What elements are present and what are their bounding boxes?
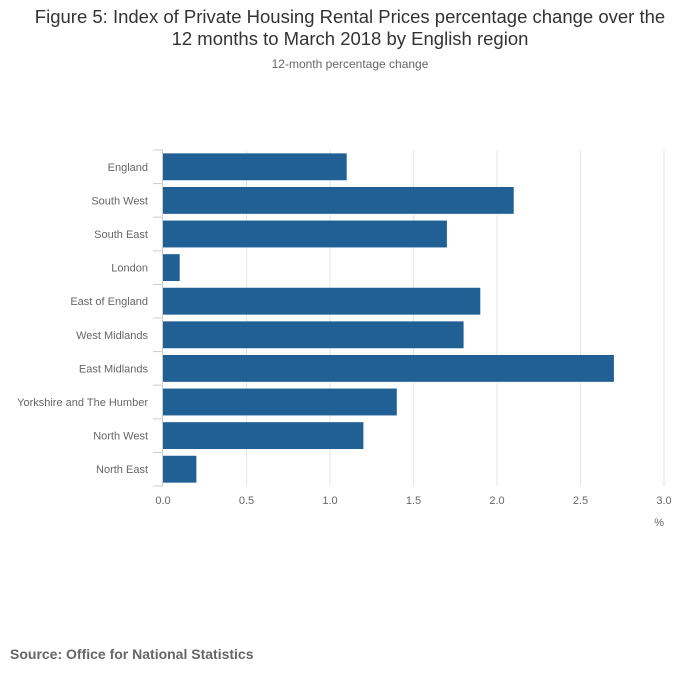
bar-west-midlands[interactable] xyxy=(163,321,464,349)
category-label: North East xyxy=(96,464,148,476)
bar-north-east[interactable] xyxy=(163,455,197,483)
category-label: England xyxy=(108,162,148,174)
category-label: North West xyxy=(93,431,148,443)
bar-england[interactable] xyxy=(163,153,347,181)
x-tick-label: 1.5 xyxy=(406,495,421,507)
category-label: London xyxy=(111,263,148,275)
x-tick-label: 2.0 xyxy=(489,495,504,507)
bar-south-east[interactable] xyxy=(163,220,447,248)
category-label: West Midlands xyxy=(76,330,148,342)
category-labels: England South West South East London East of… xyxy=(17,162,148,476)
y-axis xyxy=(153,149,163,487)
category-label: South East xyxy=(94,229,148,241)
bar-east-midlands[interactable] xyxy=(163,354,614,382)
x-tick-label: 2.5 xyxy=(573,495,588,507)
bar-east-of-england[interactable] xyxy=(163,287,481,315)
bar-london[interactable] xyxy=(163,254,180,282)
bar-north-west[interactable] xyxy=(163,422,364,450)
x-tick-label: 1.0 xyxy=(322,495,337,507)
category-label: South West xyxy=(91,195,148,207)
source-note: Source: Office for National Statistics xyxy=(10,646,254,662)
x-tick-label: 0.0 xyxy=(155,495,170,507)
x-axis-unit-label: % xyxy=(654,517,664,529)
chart-title-line-1: Figure 5: Index of Private Housing Renta… xyxy=(34,6,666,27)
bars xyxy=(163,153,614,483)
chart-subtitle: 12-month percentage change xyxy=(271,57,429,71)
category-label: East Midlands xyxy=(79,363,149,375)
bar-yorkshire-and-the-humber[interactable] xyxy=(163,388,397,416)
category-label: East of England xyxy=(70,296,148,308)
x-axis-tick-labels: 0.0 0.5 1.0 1.5 2.0 2.5 3.0 xyxy=(155,495,671,507)
x-tick-label: 0.5 xyxy=(239,495,254,507)
category-label: Yorkshire and The Humber xyxy=(17,397,148,409)
chart-title-line-2: 12 months to March 2018 by English regio… xyxy=(171,28,529,49)
bar-south-west[interactable] xyxy=(163,186,514,214)
chart-title: Figure 5: Index of Private Housing Renta… xyxy=(10,6,690,50)
x-tick-label: 3.0 xyxy=(656,495,671,507)
